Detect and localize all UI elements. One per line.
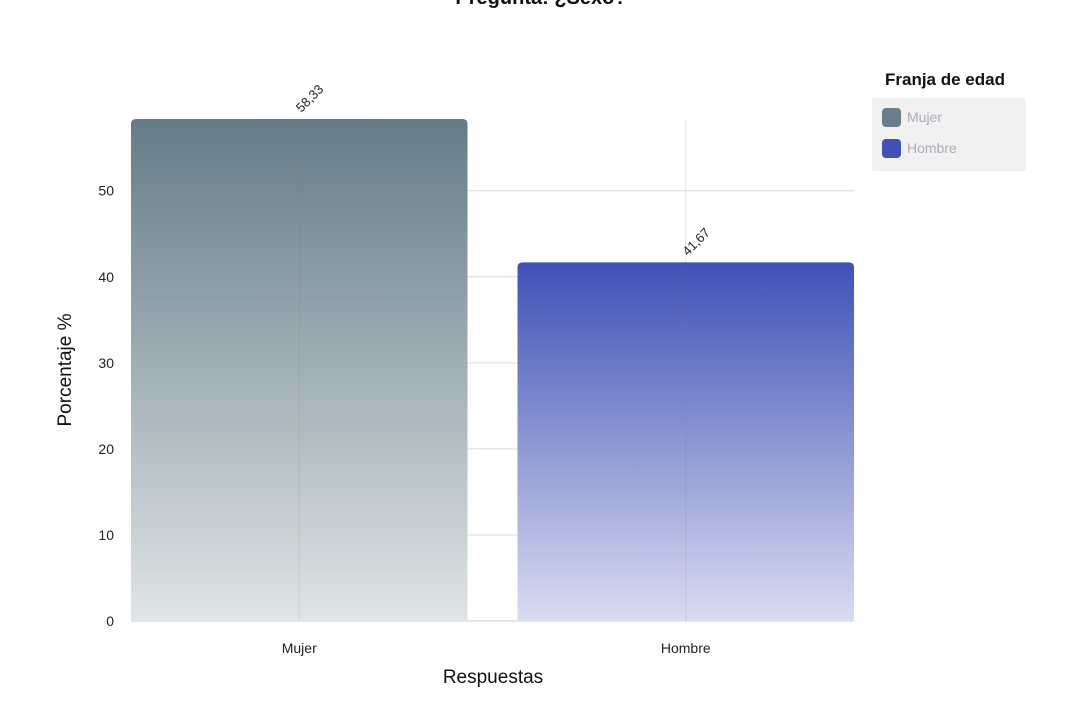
x-tick-label-hombre: Hombre	[661, 640, 711, 656]
legend-item-hombre[interactable]: Hombre	[882, 138, 957, 158]
value-label-mujer: 58,33	[293, 82, 327, 116]
legend-swatch-mujer	[882, 107, 901, 127]
legend-title: Franja de edad	[885, 70, 1005, 89]
y-tick-label-50: 50	[98, 183, 114, 199]
x-tick-label-mujer: Mujer	[282, 640, 317, 656]
legend: Mujer Hombre	[872, 98, 1026, 171]
y-tick-label-30: 30	[98, 355, 114, 371]
legend-label-mujer: Mujer	[907, 109, 943, 125]
legend-swatch-hombre	[882, 138, 901, 158]
y-tick-label-10: 10	[98, 527, 114, 543]
bars	[131, 119, 854, 621]
vertical-grid-lines	[298, 119, 687, 621]
value-label-hombre: 41,67	[679, 225, 713, 259]
y-tick-label-40: 40	[98, 269, 114, 285]
legend-label-hombre: Hombre	[907, 140, 957, 156]
y-axis-title: Porcentaje %	[55, 313, 76, 426]
bar-hombre[interactable]	[517, 262, 855, 621]
chart-title: Pregunta: ¿Sexo?	[455, 0, 626, 9]
x-axis-title: Respuestas	[443, 667, 543, 688]
legend-item-mujer[interactable]: Mujer	[882, 107, 942, 127]
bar-mujer[interactable]	[131, 119, 468, 621]
y-tick-label-20: 20	[98, 441, 114, 457]
y-tick-label-0: 0	[106, 613, 114, 629]
